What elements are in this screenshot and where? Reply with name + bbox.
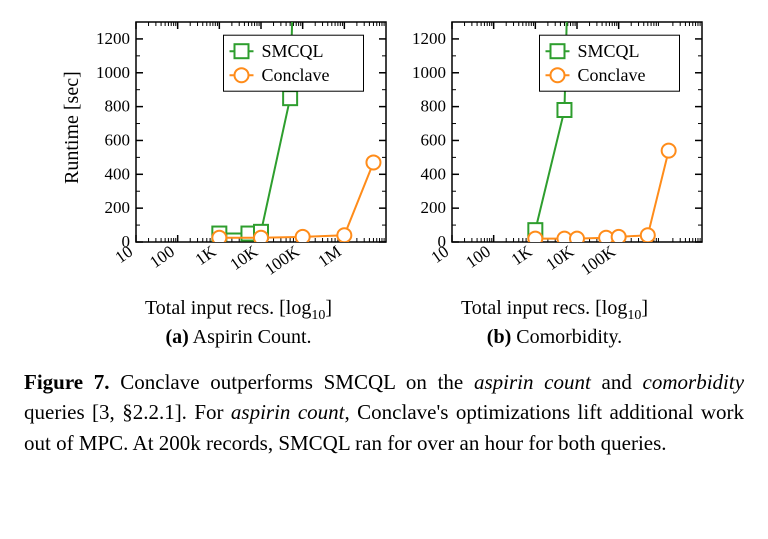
svg-text:200: 200 (104, 198, 130, 217)
svg-text:10K: 10K (226, 241, 261, 274)
svg-text:200: 200 (420, 198, 446, 217)
chart-b-col: 020040060080010001200101001K10K100KSMCQL… (402, 18, 708, 349)
svg-text:100: 100 (462, 242, 494, 272)
svg-text:10: 10 (427, 242, 452, 267)
svg-text:1000: 1000 (412, 63, 446, 82)
x-axis-label-b: Total input recs. [log10] (461, 297, 648, 324)
svg-text:400: 400 (420, 164, 446, 183)
svg-text:800: 800 (104, 97, 130, 116)
svg-text:SMCQL: SMCQL (261, 41, 323, 61)
figure-page: { "figure": { "number": 7, "caption_pref… (0, 0, 768, 539)
svg-text:600: 600 (420, 130, 446, 149)
chart-a-col: 020040060080010001200101001K10K100K1MSMC… (86, 18, 392, 349)
svg-text:100K: 100K (261, 241, 303, 279)
chart-a: 020040060080010001200101001K10K100K1MSMC… (86, 18, 392, 290)
y-axis-label: Runtime [sec] (61, 18, 84, 258)
subcaption-b: (b) Comorbidity. (487, 326, 622, 349)
svg-text:600: 600 (104, 130, 130, 149)
svg-text:10K: 10K (542, 241, 577, 274)
chart-b: 020040060080010001200101001K10K100KSMCQL… (402, 18, 708, 290)
svg-text:1000: 1000 (96, 63, 130, 82)
svg-text:1M: 1M (314, 242, 344, 271)
figure-caption-text: Conclave outperforms SMCQL on the aspiri… (24, 370, 744, 455)
figure-number: Figure 7. (24, 370, 110, 394)
svg-text:400: 400 (104, 164, 130, 183)
svg-text:Conclave: Conclave (261, 65, 329, 85)
svg-text:800: 800 (420, 97, 446, 116)
figure-caption: Figure 7. Conclave outperforms SMCQL on … (24, 367, 744, 458)
svg-text:10: 10 (111, 242, 136, 267)
subcaption-a: (a) Aspirin Count. (165, 326, 311, 349)
chart-b-cell: 020040060080010001200101001K10K100KSMCQL… (402, 18, 708, 349)
x-axis-label-a: Total input recs. [log10] (145, 297, 332, 324)
chart-b-svg-wrap: 020040060080010001200101001K10K100KSMCQL… (402, 18, 708, 295)
svg-text:SMCQL: SMCQL (577, 41, 639, 61)
chart-a-cell: Runtime [sec] 02004006008001000120010100… (61, 18, 392, 349)
chart-a-svg-wrap: 020040060080010001200101001K10K100K1MSMC… (86, 18, 392, 295)
svg-text:1K: 1K (191, 241, 220, 269)
svg-text:1200: 1200 (412, 29, 446, 48)
svg-text:100: 100 (146, 242, 178, 272)
svg-text:100K: 100K (577, 241, 619, 279)
svg-text:1K: 1K (507, 241, 536, 269)
svg-text:Conclave: Conclave (577, 65, 645, 85)
charts-row: Runtime [sec] 02004006008001000120010100… (0, 0, 768, 349)
svg-text:1200: 1200 (96, 29, 130, 48)
